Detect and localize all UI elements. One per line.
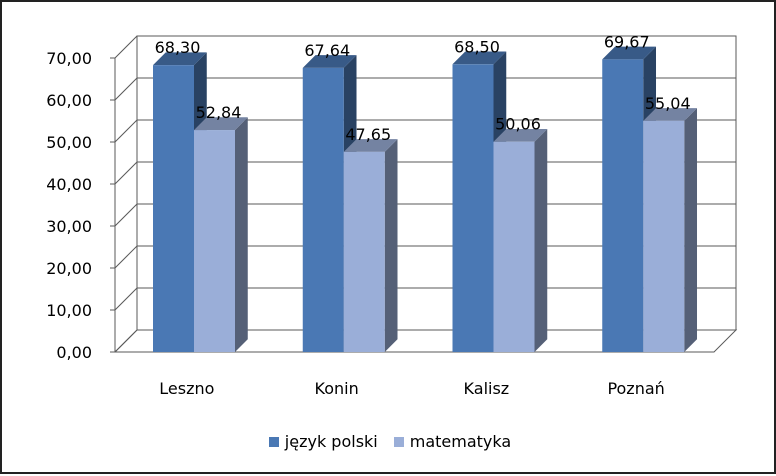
y-tick-label: 60,00: [46, 91, 92, 110]
legend: język polski matematyka: [2, 432, 776, 451]
bar: [643, 120, 685, 352]
y-tick-label: 20,00: [46, 259, 92, 278]
bar: [493, 141, 535, 352]
data-labels: 68,30 52,84 67,64 47,65 68,50 50,06 69,67 55,04: [155, 32, 691, 143]
bar: [194, 130, 235, 352]
bar-top: [602, 46, 657, 60]
x-axis-ticks: Leszno Konin Kalisz Poznań: [159, 379, 665, 398]
legend-item-matematyka: matematyka: [393, 432, 512, 451]
legend-item-jezyk-polski: język polski: [268, 432, 378, 451]
y-tick-label: 0,00: [56, 343, 92, 362]
y-tick-label: 10,00: [46, 301, 92, 320]
data-label: 52,84: [196, 103, 242, 122]
bar-top: [643, 108, 698, 121]
x-tick-label: Kalisz: [464, 379, 510, 398]
bar-side: [534, 128, 548, 352]
x-tick-label: Konin: [315, 379, 359, 398]
gridline-side: [114, 35, 138, 59]
y-tick-label: 50,00: [46, 133, 92, 152]
legend-label-jezyk-polski: język polski: [284, 432, 378, 451]
legend-swatch-matematyka: [393, 436, 404, 447]
bar: [452, 64, 494, 353]
gridline-side: [114, 329, 138, 353]
bar-top: [493, 128, 548, 142]
x-tick-label: Leszno: [159, 379, 214, 398]
data-label: 68,30: [155, 38, 201, 57]
bar: [302, 67, 344, 353]
bar-top: [452, 51, 507, 65]
bar-side: [684, 108, 698, 353]
bar: [153, 65, 194, 352]
x-tick-label: Poznań: [607, 379, 664, 398]
bar-top: [343, 139, 398, 152]
y-axis-ticks: 0,00 10,00 20,00 30,00 40,00 50,00 60,00 70,00: [46, 49, 115, 362]
bar-top: [194, 117, 248, 131]
data-label: 55,04: [645, 94, 691, 113]
gridline-side: [114, 203, 138, 227]
y-tick-label: 40,00: [46, 175, 92, 194]
gridline-side: [114, 161, 138, 185]
bar-top: [302, 55, 357, 68]
legend-swatch-jezyk-polski: [268, 436, 279, 447]
bar-side: [384, 139, 398, 352]
data-label: 67,64: [304, 41, 350, 60]
bars: [153, 46, 698, 353]
data-label: 69,67: [604, 32, 650, 51]
y-tick-label: 30,00: [46, 217, 92, 236]
bar: [343, 151, 385, 352]
gridline-side: [114, 287, 138, 311]
y-tick-label: 70,00: [46, 49, 92, 68]
bar-side: [235, 117, 248, 352]
legend-label-matematyka: matematyka: [409, 432, 512, 451]
gridline-side: [114, 77, 138, 101]
data-label: 47,65: [345, 125, 391, 144]
bar-top: [153, 52, 207, 66]
data-label: 50,06: [495, 115, 541, 134]
gridline-side: [114, 119, 138, 143]
data-label: 68,50: [454, 37, 500, 56]
gridline-side: [114, 245, 138, 269]
bar: [602, 59, 644, 353]
